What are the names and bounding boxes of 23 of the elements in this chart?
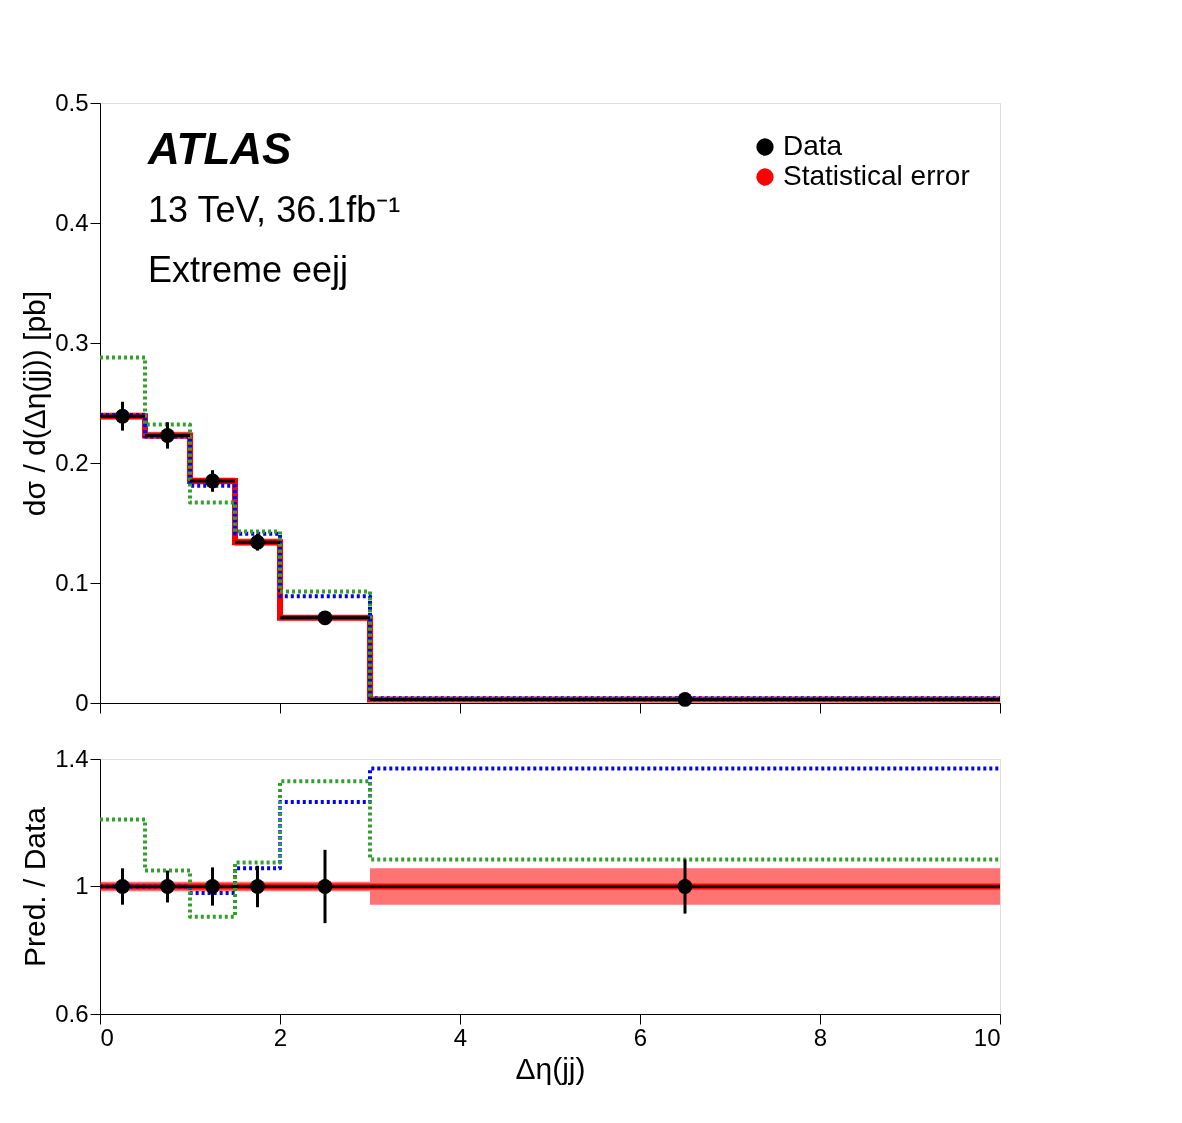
x-tick-label: 4 bbox=[453, 1023, 468, 1051]
y-tick-label: 0 bbox=[75, 688, 89, 716]
x-axis-title: Δη(jj) bbox=[515, 1051, 586, 1085]
y-tick-label: 1.4 bbox=[55, 744, 89, 772]
y-axis-title: dσ / d(Δη(jj)) [pb] bbox=[18, 290, 52, 517]
x-tick-label: 2 bbox=[273, 1023, 288, 1051]
annotation: Extreme eejj bbox=[148, 249, 349, 290]
x-tick-label: 6 bbox=[633, 1023, 648, 1051]
y-tick-label: 0.1 bbox=[55, 568, 89, 596]
y-tick-label: 0.4 bbox=[55, 208, 89, 236]
annotation: ATLAS bbox=[147, 124, 292, 173]
annotation: 13 TeV, 36.1fb⁻¹ bbox=[148, 189, 401, 230]
y-tick-label: 0.5 bbox=[55, 88, 89, 116]
y-tick-label: 0.3 bbox=[55, 328, 89, 356]
y-tick-label: 0.6 bbox=[55, 999, 89, 1027]
x-tick-label: 10 bbox=[973, 1023, 1001, 1051]
legend-label: Data bbox=[783, 130, 843, 161]
y-tick-label: 0.2 bbox=[55, 448, 89, 476]
x-tick-label: 0 bbox=[100, 1023, 114, 1051]
y-tick-label: 1 bbox=[75, 872, 89, 899]
x-tick-label: 8 bbox=[813, 1023, 828, 1051]
legend-label: Statistical error bbox=[783, 160, 970, 191]
y-axis-title: Pred. / Data bbox=[18, 806, 52, 968]
